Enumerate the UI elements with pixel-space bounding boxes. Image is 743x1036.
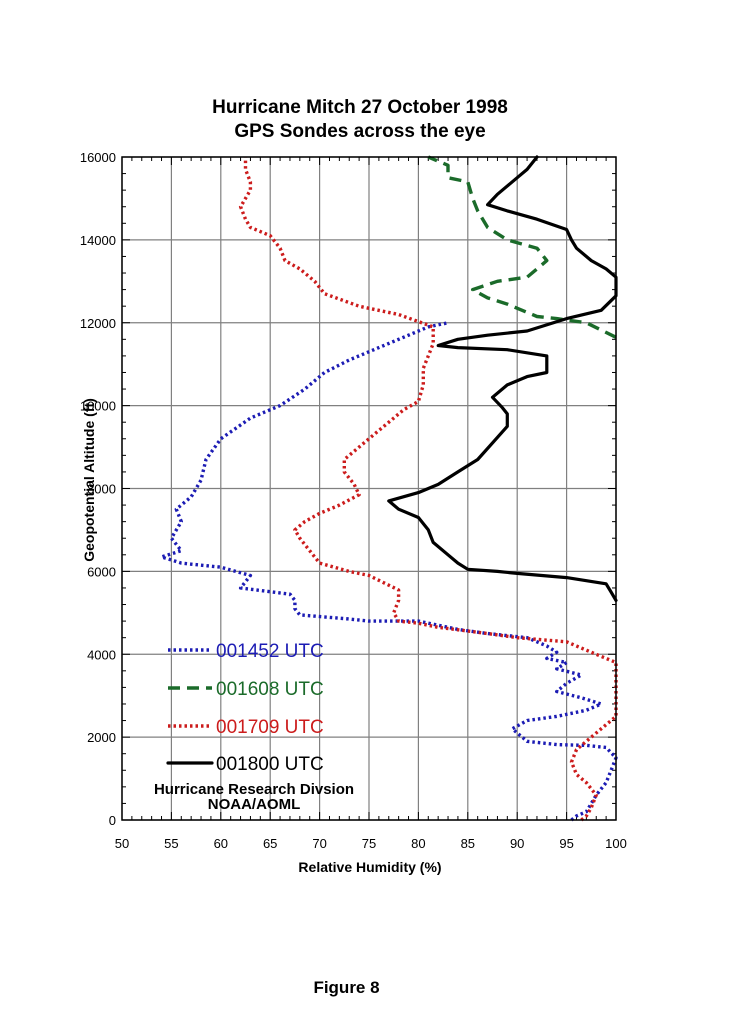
y-tick-label: 10000	[80, 399, 116, 414]
x-axis-label: Relative Humidity (%)	[298, 859, 441, 875]
x-tick-label: 90	[510, 836, 524, 851]
x-tick-label: 95	[559, 836, 573, 851]
legend-label: 001608 UTC	[216, 679, 324, 700]
x-tick-label: 80	[411, 836, 425, 851]
x-tick-label: 75	[362, 836, 376, 851]
x-tick-label: 55	[164, 836, 178, 851]
y-tick-label: 8000	[87, 482, 116, 497]
y-tick-label: 16000	[80, 150, 116, 165]
chart-title: Hurricane Mitch 27 October 1998	[212, 97, 508, 118]
legend-label: 001452 UTC	[216, 641, 324, 662]
y-axis-label: Geopotential Altitude (ft)	[81, 398, 97, 562]
credit-line-2: NOAA/AOML	[208, 796, 301, 813]
chart-subtitle: GPS Sondes across the eye	[234, 121, 485, 142]
legend-label: 001800 UTC	[216, 754, 324, 775]
plot-frame	[121, 156, 617, 821]
x-tick-label: 65	[263, 836, 277, 851]
series-line-001709-utc	[238, 157, 618, 822]
series-line-001452-utc	[159, 321, 618, 822]
y-tick-label: 14000	[80, 233, 116, 248]
x-tick-label: 50	[115, 836, 129, 851]
series-line-001800-utc	[387, 155, 618, 602]
y-tick-labels: 0 2000 4000 6000 8000 10000 12000 14000 16000	[80, 150, 116, 828]
x-tick-label: 100	[605, 836, 627, 851]
credit-line-1: Hurricane Research Divsion	[154, 781, 354, 798]
grid	[121, 156, 617, 821]
series-line-001608-utc	[427, 155, 617, 339]
y-tick-label: 2000	[87, 730, 116, 745]
y-tick-label: 6000	[87, 564, 116, 579]
x-tick-label: 60	[214, 836, 228, 851]
y-tick-label: 12000	[80, 316, 116, 331]
y-tick-label: 4000	[87, 647, 116, 662]
legend-label: 001709 UTC	[216, 717, 324, 738]
series-lines	[159, 155, 618, 822]
x-tick-label: 85	[461, 836, 475, 851]
figure-caption: Figure 8	[313, 978, 380, 997]
y-tick-label: 0	[109, 813, 116, 828]
x-tick-labels: 50 55 60 65 70 75 80 85 90 95 100	[115, 836, 627, 851]
legend: 001452 UTC 001608 UTC 001709 UTC 001800 UTC	[166, 641, 324, 775]
x-tick-label: 70	[312, 836, 326, 851]
